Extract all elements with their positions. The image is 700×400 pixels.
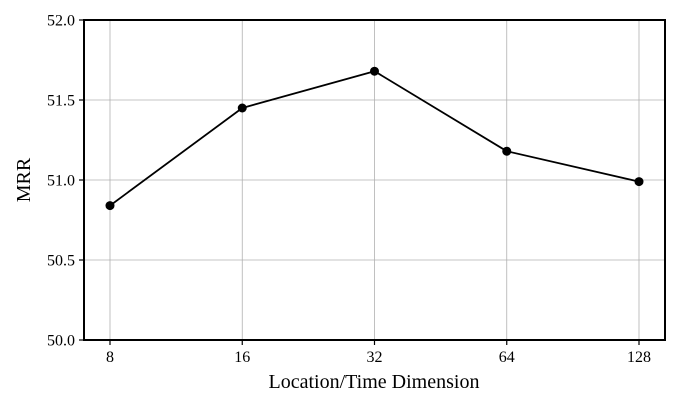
data-point-64 (502, 146, 512, 156)
y-tick-label: 50.5 (47, 253, 75, 270)
x-tick-label: 64 (499, 349, 515, 366)
x-tick-label: 32 (367, 349, 383, 366)
data-point-128 (634, 177, 644, 187)
series-line-layer (105, 66, 644, 211)
data-point-8 (105, 201, 115, 211)
data-point-32 (370, 66, 379, 76)
y-tick-labels: 50.0 50.5 51.0 51.5 52.0 (47, 13, 84, 350)
x-tick-label: 128 (627, 349, 651, 366)
y-tick-label: 50.0 (47, 333, 75, 350)
data-point-16 (237, 103, 247, 113)
x-axis-title: Location/Time Dimension (269, 371, 480, 393)
y-tick-label: 52.0 (47, 13, 75, 30)
y-axis-title: MRR (13, 157, 35, 202)
x-tick-label: 16 (234, 349, 250, 366)
x-tick-label: 8 (106, 349, 114, 366)
y-tick-label: 51.0 (47, 173, 75, 190)
x-tick-labels: 8 16 32 64 128 (106, 340, 651, 366)
y-tick-label: 51.5 (47, 93, 75, 110)
